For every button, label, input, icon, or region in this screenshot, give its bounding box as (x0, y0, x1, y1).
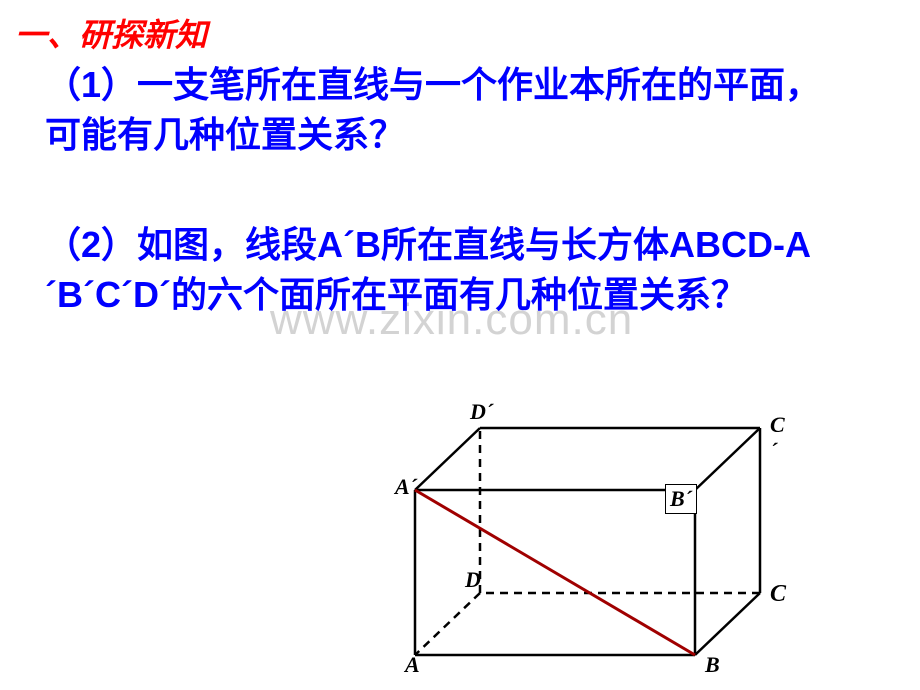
vertex-label-D: D (465, 567, 481, 593)
edge-D-A (415, 593, 480, 655)
question-1: （1）一支笔所在直线与一个作业本所在的平面，可能有几种位置关系？ (45, 60, 825, 161)
edge-B-C (695, 593, 760, 655)
vertex-label-A: A (405, 652, 420, 678)
vertex-label-Cprime: C´ (770, 412, 785, 464)
vertex-label-Bprime: B´ (665, 484, 697, 514)
vertex-label-B: B (705, 652, 720, 678)
section-heading: 一、研探新知 (15, 10, 207, 56)
cuboid-diagram: ABCDA´B´C´D´ (400, 408, 782, 675)
edge-Bprime-Cprime (695, 428, 760, 490)
question-2: （2）如图，线段A´B所在直线与长方体ABCD-A´B´C´D´的六个面所在平面… (45, 220, 845, 321)
edge-Dprime-Aprime (415, 428, 480, 490)
vertex-label-C: C (770, 581, 786, 608)
diagonal-line (415, 490, 695, 655)
vertex-label-Aprime: A´ (395, 474, 417, 500)
vertex-label-Dprime: D´ (470, 399, 493, 425)
cuboid-svg (400, 408, 782, 675)
